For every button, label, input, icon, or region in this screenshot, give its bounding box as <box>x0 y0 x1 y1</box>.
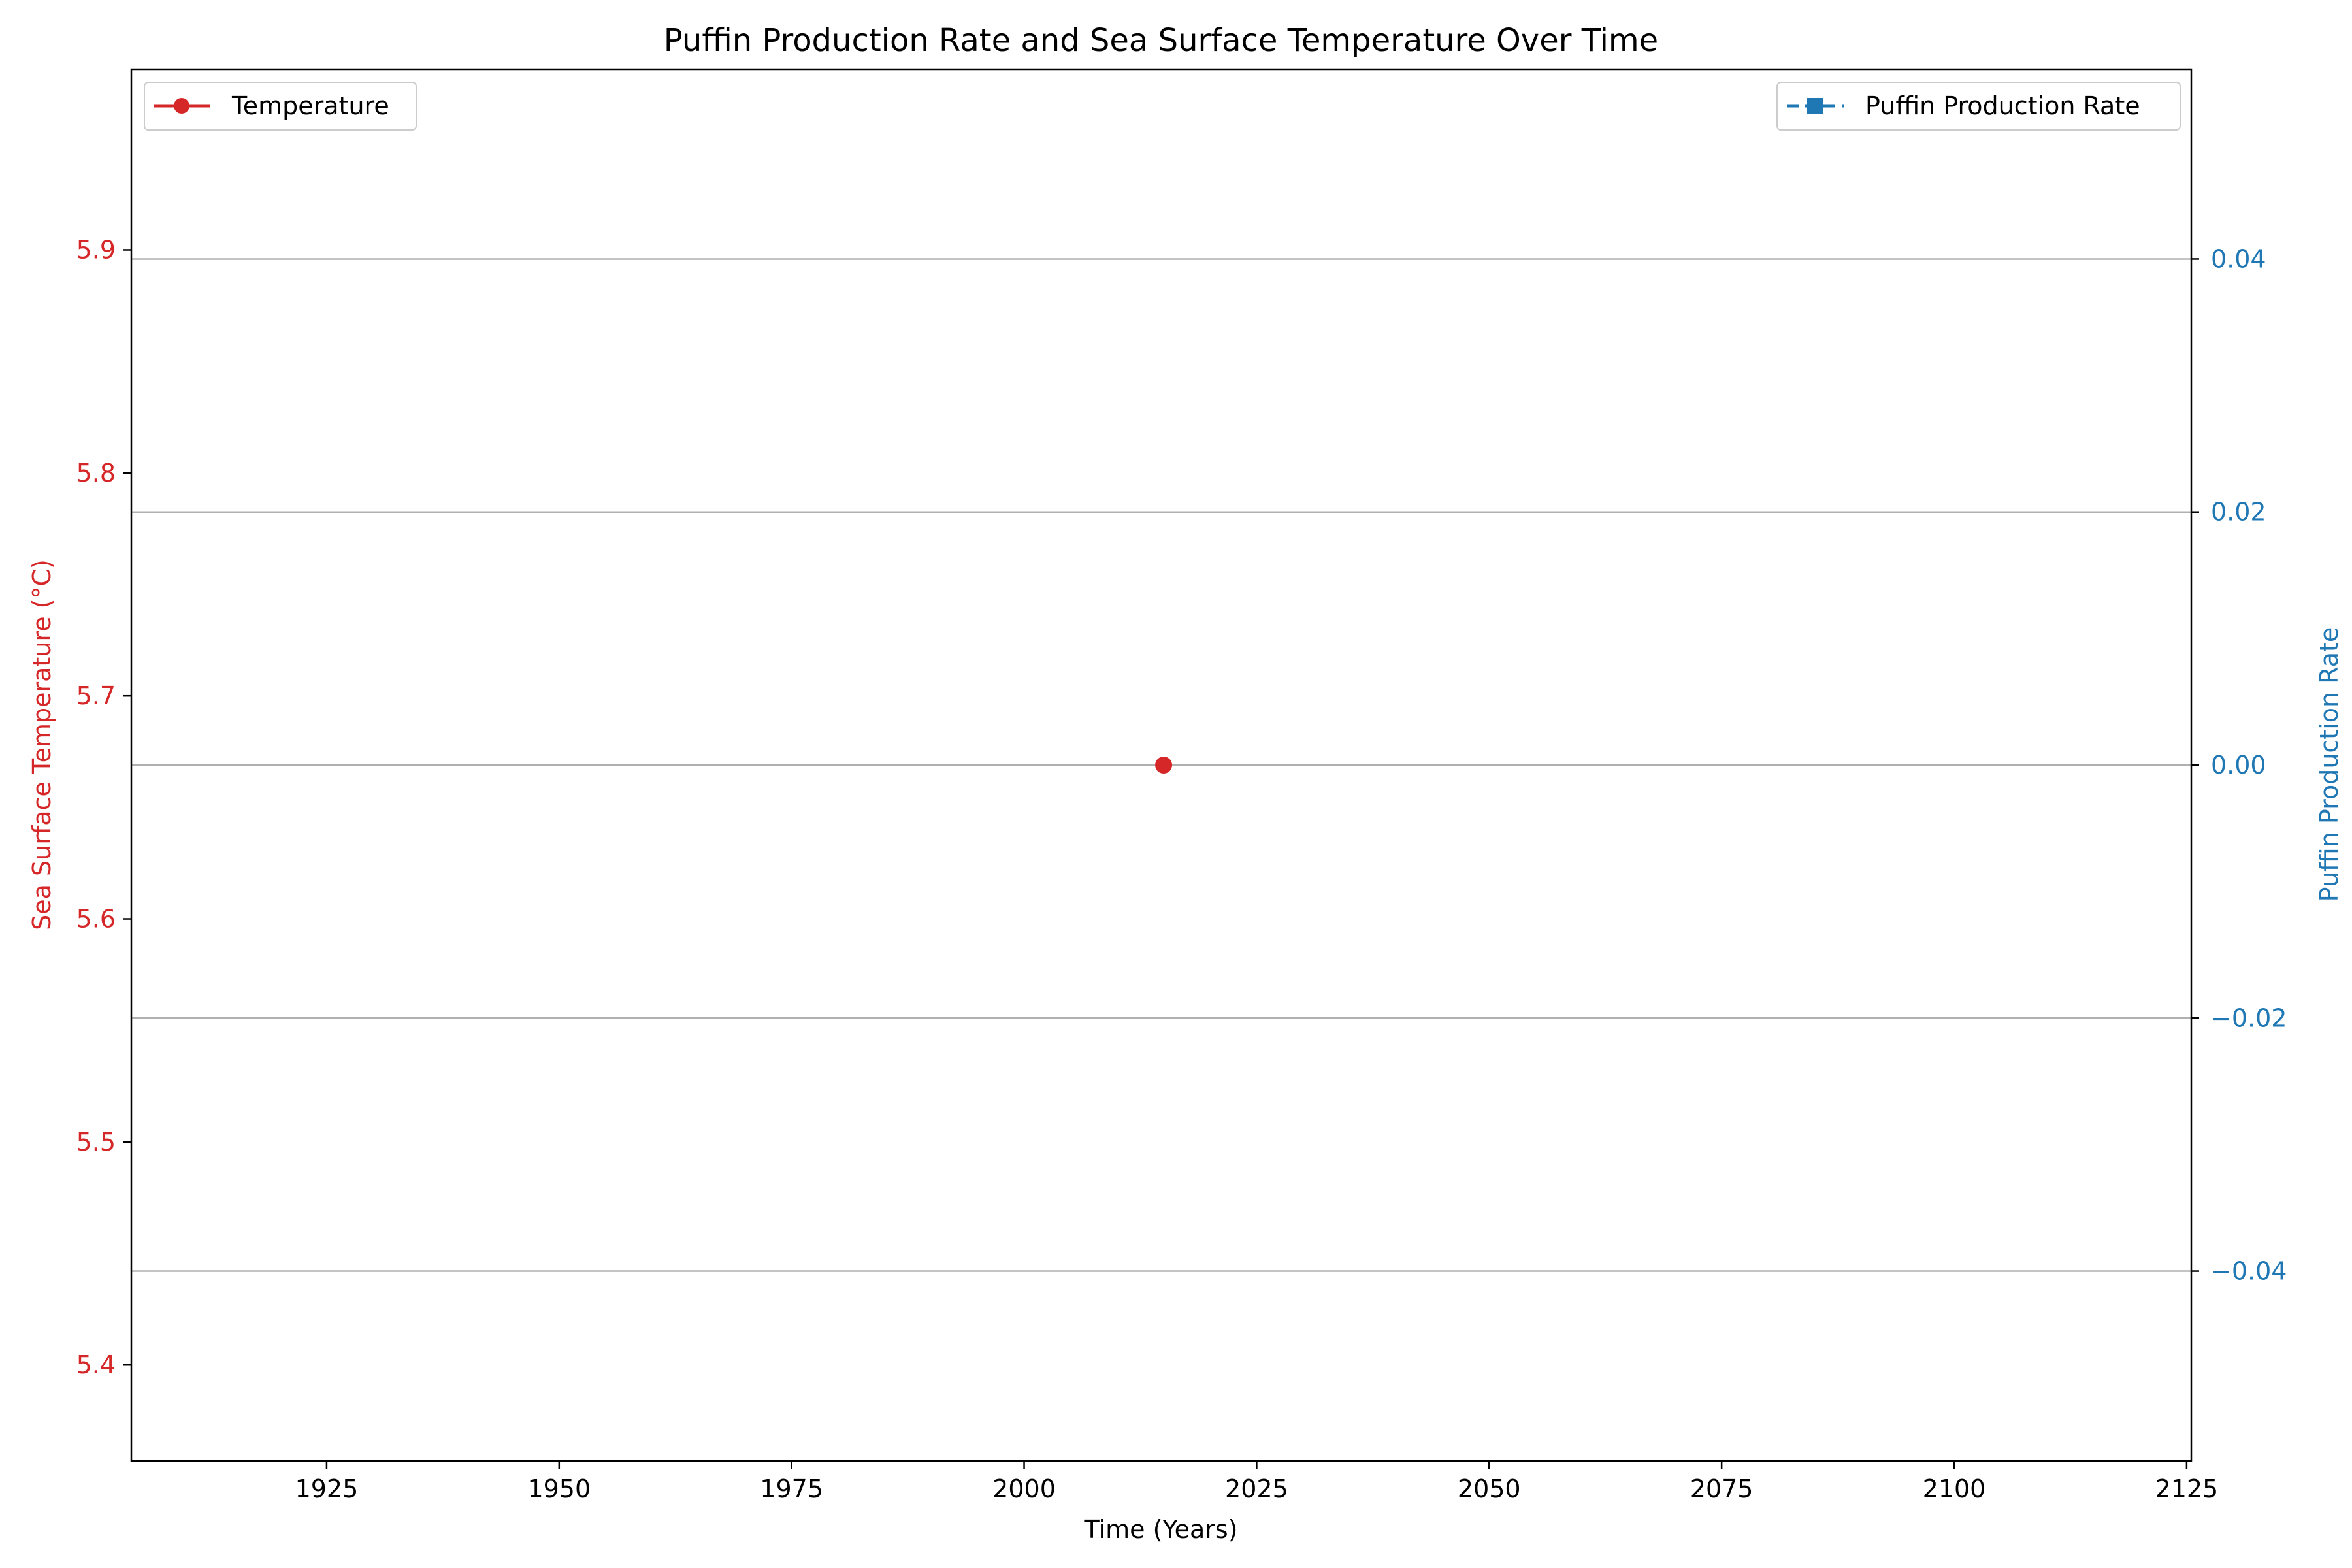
x-axis: 1925 1950 1975 2000 2025 2050 2075 2100 2125 <box>295 1461 2219 1503</box>
chart-title: Puffin Production Rate and Sea Surface T… <box>664 22 1658 59</box>
x-tick-label-5: 2050 <box>1458 1475 1521 1503</box>
y-right-tick-label-3: 0.02 <box>2211 498 2266 527</box>
legend-temperature: Temperature <box>144 82 417 131</box>
y-left-tick-label-3: 5.7 <box>76 681 116 710</box>
y-axis-left-label: Sea Surface Temperature (°C) <box>27 559 56 930</box>
y-axis-left: 5.4 5.5 5.6 5.7 5.8 5.9 <box>76 235 131 1379</box>
x-tick-label-2: 1975 <box>760 1475 823 1503</box>
legend-puffin-label: Puffin Production Rate <box>1865 91 2140 120</box>
y-right-tick-label-2: 0.00 <box>2211 751 2266 779</box>
y-axis-right: −0.04 −0.02 0.00 0.02 0.04 <box>2191 244 2287 1286</box>
x-tick-label-0: 1925 <box>295 1475 359 1503</box>
y-left-tick-label-4: 5.8 <box>76 459 116 487</box>
x-axis-label: Time (Years) <box>1084 1515 1238 1544</box>
series-layer <box>1155 757 1173 774</box>
x-tick-label-7: 2100 <box>1923 1475 1986 1503</box>
y-left-tick-label-2: 5.6 <box>76 905 116 934</box>
x-tick-label-6: 2075 <box>1690 1475 1754 1503</box>
legend-puffin: Puffin Production Rate <box>1776 82 2181 131</box>
y-left-tick-label-5: 5.9 <box>76 235 116 264</box>
legend-temperature-box <box>144 82 417 131</box>
x-tick-label-4: 2025 <box>1225 1475 1288 1503</box>
legend-temperature-marker <box>174 98 189 114</box>
y-right-tick-label-4: 0.04 <box>2211 244 2266 273</box>
series-0-point-0 <box>1155 757 1173 774</box>
x-tick-label-1: 1950 <box>527 1475 591 1503</box>
y-right-tick-label-1: −0.02 <box>2211 1004 2287 1032</box>
y-left-tick-label-0: 5.4 <box>76 1350 116 1379</box>
legend-puffin-marker <box>1807 98 1823 114</box>
y-axis-right-label: Puffin Production Rate <box>2315 627 2344 902</box>
legend-temperature-label: Temperature <box>231 91 389 120</box>
y-left-tick-label-1: 5.5 <box>76 1128 116 1156</box>
legend-puffin-box <box>1776 82 2181 131</box>
y-right-tick-label-0: −0.04 <box>2211 1257 2287 1286</box>
x-tick-label-8: 2125 <box>2155 1475 2219 1503</box>
x-tick-label-3: 2000 <box>992 1475 1056 1503</box>
